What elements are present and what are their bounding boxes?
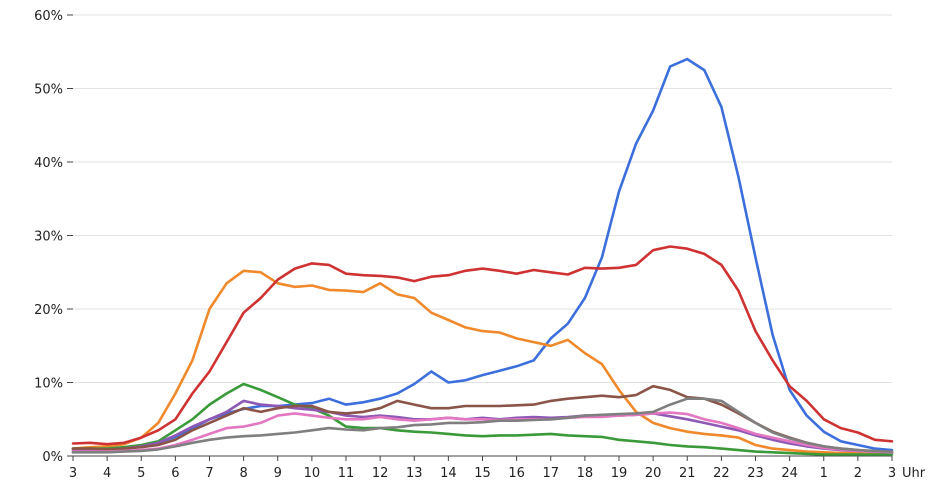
x-tick-label: 13 <box>406 466 423 481</box>
x-tick-label: 11 <box>338 466 355 481</box>
y-tick-label: 0% <box>42 450 63 465</box>
x-axis-unit-label: Uhr <box>902 466 926 481</box>
x-tick-label: 10 <box>304 466 321 481</box>
series-line-2 <box>71 269 894 456</box>
series-line-7 <box>71 411 894 454</box>
y-tick-label: 40% <box>34 156 63 171</box>
x-tick-label: 8 <box>239 466 247 481</box>
x-tick-label: 7 <box>205 466 213 481</box>
x-tick-label: 2 <box>854 466 862 481</box>
series-line-8 <box>71 397 894 454</box>
x-tick-label: 6 <box>171 466 179 481</box>
y-axis: 0% 10% 20% 30% 40% 50% 60% <box>34 9 73 465</box>
x-tick-label: 21 <box>679 466 696 481</box>
y-tick-label: 20% <box>34 303 63 318</box>
x-tick-label: 23 <box>747 466 764 481</box>
x-tick-label: 3 <box>888 466 896 481</box>
x-tick-label: 24 <box>781 466 798 481</box>
series-line-5 <box>71 399 894 454</box>
x-tick-label: 1 <box>820 466 828 481</box>
x-tick-label: 14 <box>440 466 457 481</box>
x-tick-label: 5 <box>137 466 145 481</box>
x-tick-label: 9 <box>274 466 282 481</box>
y-tick-label: 50% <box>34 83 63 98</box>
y-tick-label: 10% <box>34 377 63 392</box>
x-axis: 3 4 5 6 7 8 9 10 11 12 13 14 15 16 17 18 19 20 21 22 23 24 1 2 3 <box>69 455 896 481</box>
y-tick-label: 60% <box>34 9 63 24</box>
x-tick-label: 12 <box>372 466 389 481</box>
series-line-3 <box>71 245 894 446</box>
x-tick-label: 18 <box>577 466 594 481</box>
x-tick-label: 16 <box>508 466 525 481</box>
x-tick-label: 17 <box>542 466 559 481</box>
x-tick-label: 22 <box>713 466 730 481</box>
series-lines <box>71 57 894 456</box>
x-tick-label: 4 <box>103 466 111 481</box>
x-tick-label: 3 <box>69 466 77 481</box>
gridlines <box>73 14 892 383</box>
y-tick-label: 30% <box>34 230 63 245</box>
series-line-1 <box>71 57 894 454</box>
x-tick-label: 15 <box>474 466 491 481</box>
x-tick-label: 19 <box>611 466 628 481</box>
series-line-4 <box>71 382 894 456</box>
x-tick-label: 20 <box>645 466 662 481</box>
